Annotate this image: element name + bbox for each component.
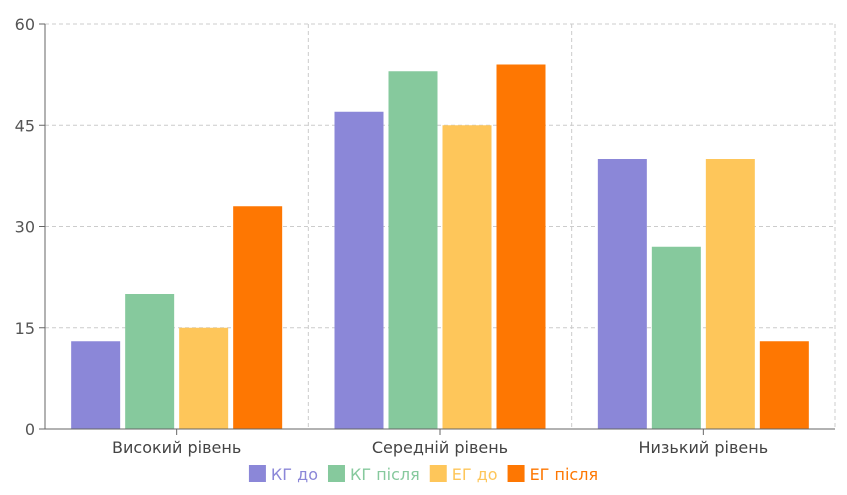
bar[interactable] <box>496 64 546 430</box>
bar[interactable] <box>651 246 701 429</box>
bar[interactable] <box>759 341 809 429</box>
y-tick-label: 15 <box>15 319 35 338</box>
bars <box>71 64 809 430</box>
legend-label: КГ до <box>271 465 318 484</box>
grid-lines <box>45 23 836 429</box>
bar[interactable] <box>388 71 438 429</box>
bar[interactable] <box>233 206 283 429</box>
x-tick-label: Низький рівень <box>638 438 768 457</box>
y-tick-label: 30 <box>15 218 35 237</box>
bar[interactable] <box>71 341 121 429</box>
x-axis: Високий рівень Середній рівень Низький рів… <box>45 428 835 457</box>
bar[interactable] <box>705 159 755 429</box>
legend-label: ЕГ після <box>530 465 599 484</box>
y-tick-label: 45 <box>15 116 35 135</box>
bar[interactable] <box>597 159 647 429</box>
legend-item[interactable]: ЕГ до <box>429 465 498 484</box>
legend-swatch <box>429 465 447 482</box>
legend-item[interactable]: КГ до <box>248 465 318 484</box>
bar[interactable] <box>334 111 384 429</box>
y-tick-label: 60 <box>15 15 35 34</box>
x-tick-label: Високий рівень <box>112 438 241 457</box>
x-tick-label: Середній рівень <box>372 438 508 457</box>
legend-label: КГ після <box>350 465 420 484</box>
legend-swatch <box>507 465 525 482</box>
y-axis: 0 15 30 45 60 <box>15 15 46 439</box>
legend-label: ЕГ до <box>452 465 498 484</box>
legend-swatch <box>327 465 345 482</box>
legend: КГ до КГ після ЕГ до ЕГ після <box>248 465 599 484</box>
legend-item[interactable]: КГ після <box>327 465 420 484</box>
bar[interactable] <box>179 327 229 429</box>
bar[interactable] <box>442 125 492 429</box>
legend-item[interactable]: ЕГ після <box>507 465 599 484</box>
y-tick-label: 0 <box>25 420 35 439</box>
bar[interactable] <box>125 294 175 429</box>
legend-swatch <box>248 465 266 482</box>
